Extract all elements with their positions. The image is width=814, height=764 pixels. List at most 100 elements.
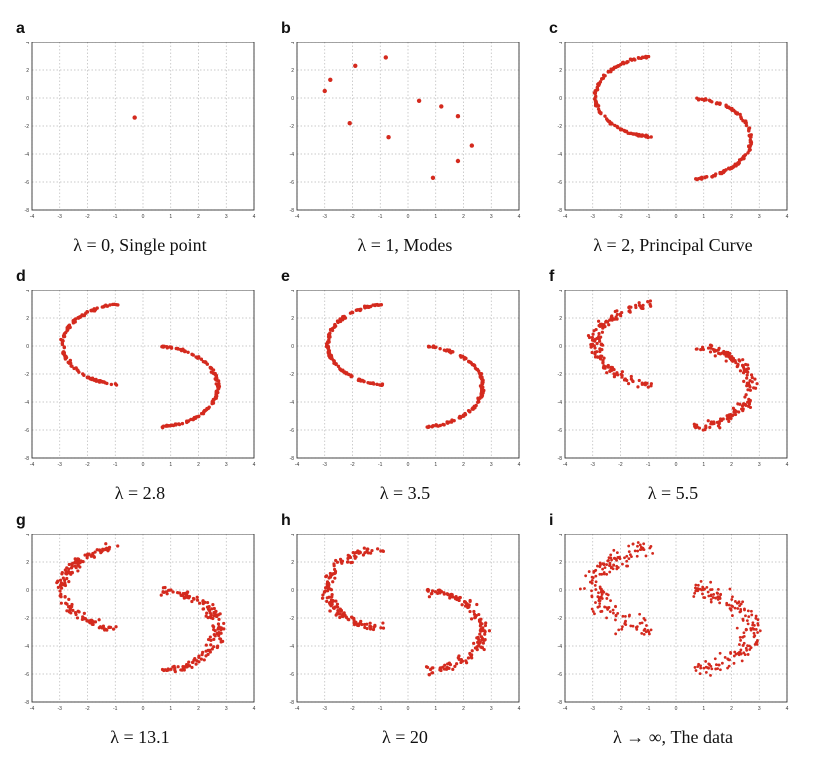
- data-point: [755, 382, 759, 386]
- data-point: [749, 627, 753, 630]
- data-point: [607, 323, 611, 327]
- data-point: [184, 595, 188, 599]
- data-point: [694, 586, 697, 590]
- data-point: [631, 542, 635, 546]
- x-tick-label: -3: [58, 214, 63, 220]
- data-point: [323, 586, 328, 590]
- data-point: [747, 145, 752, 149]
- data-point: [716, 592, 720, 595]
- data-point: [428, 667, 433, 672]
- x-tick-label: -1: [378, 462, 383, 468]
- data-point: [629, 374, 633, 379]
- data-point: [469, 617, 474, 621]
- data-point: [209, 616, 213, 620]
- data-point: [65, 576, 69, 581]
- x-tick-label: 4: [518, 462, 521, 468]
- data-point: [59, 592, 63, 596]
- data-point: [647, 630, 651, 634]
- data-point: [193, 416, 198, 420]
- x-tick-label: 0: [142, 706, 145, 712]
- data-point: [209, 370, 214, 374]
- y-tick-label: -2: [25, 372, 30, 378]
- data-point: [479, 617, 483, 621]
- data-point: [693, 591, 697, 595]
- data-point: [67, 562, 71, 567]
- data-point: [58, 589, 62, 593]
- data-point: [76, 562, 80, 566]
- data-point: [467, 603, 471, 607]
- data-point: [707, 662, 711, 666]
- y-tick-label: -6: [290, 180, 295, 186]
- scatter-plot: -4 -3 -2 -1 0 1 2 3 4 4 2 0 -2 -4 -6 -8: [290, 534, 521, 712]
- x-tick-label: -2: [85, 706, 90, 712]
- y-tick-label: -2: [25, 616, 30, 622]
- x-tick-label: 0: [675, 214, 678, 220]
- data-point: [615, 309, 619, 313]
- x-tick-label: 1: [434, 214, 437, 220]
- data-point: [356, 623, 361, 628]
- data-point: [723, 655, 727, 659]
- data-point: [591, 610, 595, 613]
- panel-h: h -4 -3 -2 -1 0 1 2 3 4 4 2 0 -2 -4 -6 -8 λ = 20: [281, 512, 535, 757]
- data-point: [361, 553, 366, 557]
- data-point: [747, 129, 751, 133]
- data-point: [459, 657, 463, 662]
- data-point: [695, 423, 699, 427]
- data-point: [103, 628, 107, 632]
- data-point: [88, 620, 92, 624]
- y-tick-label: -8: [290, 456, 295, 462]
- data-point: [712, 349, 717, 353]
- data-point: [636, 385, 640, 389]
- x-tick-label: 1: [434, 706, 437, 712]
- panel-letter: g: [16, 512, 26, 529]
- y-tick-label: -8: [25, 208, 30, 214]
- data-point: [416, 98, 422, 103]
- data-point: [640, 621, 644, 625]
- data-point: [97, 618, 101, 622]
- data-point: [89, 309, 94, 313]
- data-point: [457, 654, 461, 658]
- data-point: [487, 629, 492, 633]
- x-tick-label: 2: [197, 214, 200, 220]
- data-point: [213, 371, 217, 376]
- data-point: [605, 563, 609, 566]
- data-point: [598, 596, 602, 600]
- y-tick-label: 4: [291, 290, 294, 294]
- x-tick-label: -2: [350, 706, 355, 712]
- data-point: [607, 119, 612, 124]
- data-point: [636, 541, 640, 544]
- data-point: [609, 553, 613, 557]
- data-point: [72, 318, 77, 322]
- data-point: [745, 619, 749, 622]
- data-point: [76, 569, 80, 573]
- data-point: [369, 551, 373, 555]
- data-point: [750, 613, 754, 617]
- data-point: [427, 673, 431, 677]
- data-point: [601, 567, 604, 571]
- data-point: [728, 351, 732, 356]
- data-point: [735, 111, 740, 115]
- data-point: [727, 603, 731, 607]
- x-tick-label: -2: [350, 214, 355, 220]
- data-point: [194, 662, 198, 666]
- data-point: [597, 332, 601, 336]
- data-point: [615, 312, 619, 317]
- data-point: [201, 599, 205, 603]
- data-point: [706, 590, 710, 594]
- data-point: [746, 400, 750, 404]
- data-point: [742, 641, 746, 645]
- data-point: [732, 661, 736, 665]
- data-point: [482, 638, 486, 642]
- data-point: [434, 423, 438, 428]
- data-point: [451, 667, 455, 672]
- data-point: [748, 385, 752, 389]
- x-tick-label: -3: [323, 462, 328, 468]
- data-point: [737, 600, 741, 604]
- data-point: [748, 135, 752, 139]
- x-tick-label: -2: [85, 214, 90, 220]
- data-point: [695, 347, 699, 351]
- data-point: [132, 115, 137, 120]
- data-point: [714, 596, 717, 600]
- data-point: [736, 362, 740, 367]
- data-point: [325, 580, 330, 584]
